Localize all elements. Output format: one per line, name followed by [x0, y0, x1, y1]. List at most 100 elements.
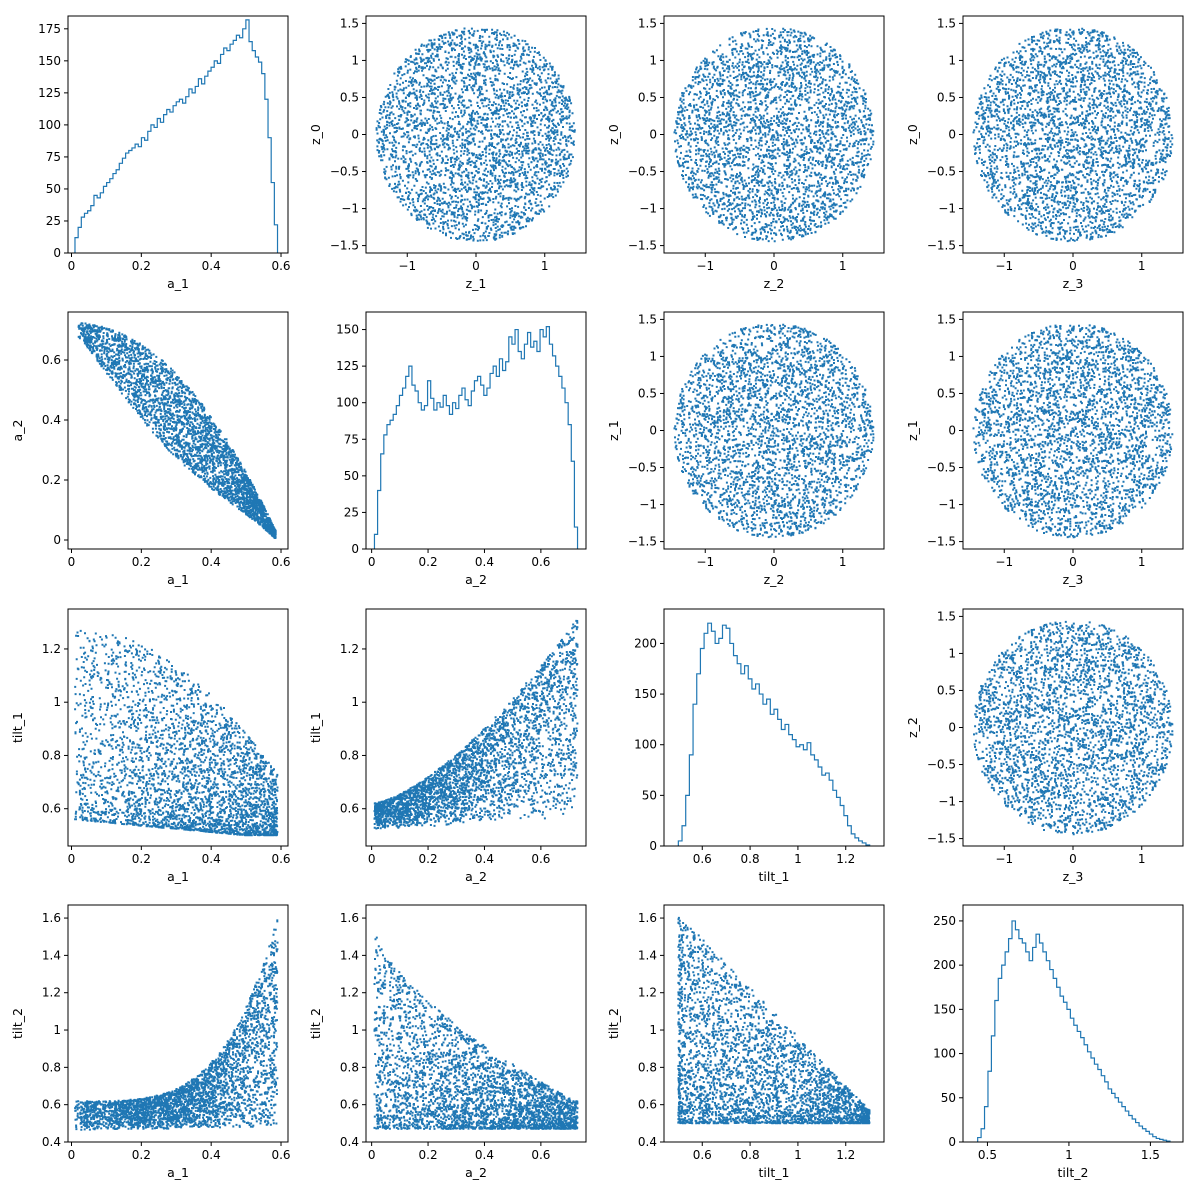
- x-tick-label: 0: [368, 852, 376, 866]
- x-tick-label: 0.6: [271, 259, 290, 273]
- y-tick-label: −1.5: [628, 239, 657, 253]
- subplot-p01: −1 0 1 −1.5 −1 −0.5 0 0.5 1 1.5 z_1 z_0: [308, 15, 587, 291]
- y-tick-label: 1.2: [42, 986, 61, 1000]
- x-tick-label: 0.6: [531, 555, 550, 569]
- y-tick-label: −1.5: [927, 832, 956, 846]
- y-tick-label: 150: [933, 1002, 956, 1016]
- axes-frame: [67, 608, 289, 847]
- y-tick-label: −0.5: [927, 165, 956, 179]
- scatter-points: [74, 629, 279, 837]
- subplot-p33: 0.5 1 1.5 0 50 100 150 200 250 tilt_2: [933, 904, 1184, 1180]
- axes-frame: [663, 608, 885, 847]
- y-tick-label: −1: [938, 795, 956, 809]
- y-tick-label: 0.8: [638, 1060, 657, 1074]
- x-tick-label: 0: [368, 555, 376, 569]
- y-tick-label: 0.8: [340, 1060, 359, 1074]
- y-axis-label: z_0: [308, 124, 323, 145]
- y-tick-label: −1.5: [927, 535, 956, 549]
- plot-area: [74, 919, 279, 1131]
- x-axis-label: a_1: [167, 1165, 189, 1180]
- scatter-points: [673, 27, 875, 243]
- y-tick-label: 1.5: [937, 312, 956, 326]
- x-axis-label: a_2: [465, 1165, 487, 1180]
- x-axis-label: a_1: [167, 572, 189, 587]
- y-tick-label: 1.2: [638, 986, 657, 1000]
- y-tick-label: 1.2: [340, 642, 359, 656]
- y-tick-label: 0.6: [340, 1098, 359, 1112]
- y-tick-label: 1.5: [638, 16, 657, 30]
- plot-area: [77, 322, 277, 539]
- x-tick-label: 0.2: [132, 555, 151, 569]
- y-axis-label: tilt_2: [10, 1008, 25, 1039]
- scatter-points: [677, 916, 871, 1125]
- y-tick-label: −1.5: [927, 239, 956, 253]
- scatter-points: [673, 323, 875, 539]
- y-tick-label: 1: [53, 695, 61, 709]
- y-tick-label: 1.4: [42, 948, 61, 962]
- plot-area: [977, 920, 1171, 1142]
- y-tick-label: 1: [53, 1023, 61, 1037]
- scatter-points: [972, 27, 1174, 243]
- y-tick-label: 0: [948, 1135, 956, 1149]
- subplot-p23: −1 0 1 −1.5 −1 −0.5 0 0.5 1 1.5 z_3 z_2: [905, 608, 1184, 884]
- x-axis-label: z_3: [1063, 572, 1084, 587]
- y-tick-label: 0: [351, 128, 359, 142]
- y-tick-label: 0: [53, 533, 61, 547]
- y-tick-label: 150: [336, 323, 359, 337]
- y-tick-label: 1: [351, 695, 359, 709]
- y-axis-label: tilt_2: [606, 1008, 621, 1039]
- x-axis-label: z_1: [466, 276, 487, 291]
- scatter-points: [375, 27, 576, 242]
- subplot-p20: 0 0.2 0.4 0.6 0.6 0.8 1 1.2 a_1 tilt_1: [10, 608, 291, 884]
- x-tick-label: −1: [995, 555, 1013, 569]
- subplot-p10: 0 0.2 0.4 0.6 0 0.2 0.4 0.6 a_1 a_2: [10, 311, 291, 587]
- y-tick-label: 0: [53, 246, 61, 260]
- x-tick-label: 0: [770, 555, 778, 569]
- y-tick-label: −0.5: [330, 165, 359, 179]
- axes-frame: [962, 904, 1184, 1143]
- y-tick-label: −0.5: [628, 461, 657, 475]
- y-tick-label: 0.6: [42, 802, 61, 816]
- y-tick-label: 50: [941, 1091, 956, 1105]
- plot-area: [74, 629, 279, 837]
- x-axis-label: tilt_1: [759, 869, 790, 884]
- y-tick-label: 1: [948, 646, 956, 660]
- x-tick-label: 0: [68, 259, 76, 273]
- x-tick-label: 0.6: [693, 852, 712, 866]
- y-tick-label: 1: [351, 53, 359, 67]
- subplot-p31: 0 0.2 0.4 0.6 0.4 0.6 0.8 1 1.2 1.4 1.6 a_2 tilt_2: [308, 904, 587, 1180]
- y-tick-label: 1: [649, 53, 657, 67]
- y-tick-label: 0.4: [638, 1135, 657, 1149]
- y-tick-label: 1: [649, 1023, 657, 1037]
- x-axis-label: tilt_2: [1058, 1165, 1089, 1180]
- x-tick-label: 0.8: [741, 852, 760, 866]
- y-tick-label: −0.5: [927, 461, 956, 475]
- x-tick-label: 1.5: [1141, 1148, 1160, 1162]
- x-axis-label: z_3: [1063, 869, 1084, 884]
- y-tick-label: 150: [38, 54, 61, 68]
- y-tick-label: 0.5: [937, 683, 956, 697]
- y-tick-label: 0.5: [937, 90, 956, 104]
- scatter-points: [373, 619, 579, 830]
- x-tick-label: 1: [1065, 1148, 1073, 1162]
- subplot-p12: −1 0 1 −1.5 −1 −0.5 0 0.5 1 1.5 z_2 z_1: [606, 311, 885, 587]
- subplot-p30: 0 0.2 0.4 0.6 0.4 0.6 0.8 1 1.2 1.4 1.6 a_1 tilt_2: [10, 904, 291, 1180]
- x-tick-label: 0: [472, 259, 480, 273]
- scatter-points: [973, 620, 1174, 836]
- histogram-step-line: [373, 326, 579, 549]
- y-tick-label: 0: [948, 424, 956, 438]
- axes-frame: [67, 904, 289, 1143]
- scatter-points: [972, 324, 1174, 539]
- y-tick-label: 0.6: [42, 353, 61, 367]
- axes-frame: [663, 904, 885, 1143]
- y-tick-label: 125: [38, 86, 61, 100]
- y-tick-label: 25: [46, 214, 61, 228]
- y-tick-label: −1: [938, 202, 956, 216]
- histogram-step-line: [74, 19, 279, 253]
- y-tick-label: 0.5: [638, 90, 657, 104]
- y-tick-label: 100: [38, 118, 61, 132]
- y-tick-label: 0.5: [638, 386, 657, 400]
- x-tick-label: 0.6: [531, 1148, 550, 1162]
- y-tick-label: 75: [344, 432, 359, 446]
- x-tick-label: 0.2: [132, 852, 151, 866]
